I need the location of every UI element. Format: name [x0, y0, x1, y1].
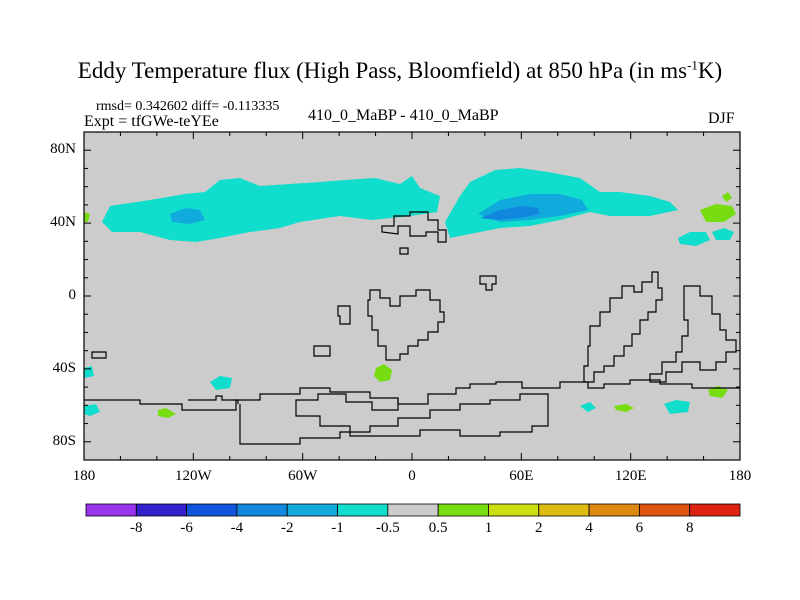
contour-region-north-atlantic [102, 176, 440, 242]
colorbar-swatch [689, 503, 741, 517]
coast-south-america-west [337, 305, 351, 325]
colorbar-swatch [538, 503, 590, 517]
colorbar-label: 1 [484, 520, 493, 536]
colorbar-swatch [85, 503, 137, 517]
y-tick-label: 40S [52, 359, 76, 376]
comparison-label: 410_0_MaBP - 410_0_MaBP [308, 107, 499, 124]
x-tick-label: 120W [174, 468, 212, 484]
contour-region-pos-northwest [84, 212, 90, 222]
x-tick-label: 60E [509, 468, 534, 484]
contour-region-south-ocean-east [664, 400, 690, 414]
contour-region-pacific-core-inner [480, 206, 540, 220]
positive-flux-regions [84, 192, 736, 418]
colorbar-label: 6 [635, 520, 644, 536]
colorbar-swatch [236, 503, 288, 517]
axis-ticks [83, 132, 741, 460]
coast-antarctica [84, 379, 740, 411]
coast-antarctica-islands [188, 395, 239, 404]
x-tick-label: 180 [728, 468, 752, 484]
colorbar-label: -4 [230, 520, 244, 536]
x-tick-label: 180 [72, 468, 96, 484]
colorbar-label: -1 [331, 520, 344, 536]
contour-region-pos-south-indian-b [708, 386, 728, 398]
y-tick-label: 80N [50, 141, 76, 158]
coast-island-b [479, 275, 497, 291]
colorbar-swatch [387, 503, 439, 517]
colorbar-label: -6 [180, 520, 193, 536]
contour-region-pos-south-atlantic [374, 364, 392, 382]
colorbar-label: 4 [585, 520, 593, 536]
coast-africa [367, 289, 445, 361]
colorbar-swatch [588, 503, 640, 517]
y-tick-label: 40N [50, 214, 76, 231]
contour-region-pos-south-pacific [158, 408, 176, 418]
colorbar [85, 503, 741, 517]
coast-new-zealand [649, 285, 737, 383]
coast-australia [583, 271, 663, 383]
chart-title: Eddy Temperature flux (High Pass, Bloomf… [77, 57, 723, 83]
y-tick-label: 80S [52, 432, 76, 449]
coast-island-a [399, 247, 409, 255]
contour-region-pos-south-indian-a [614, 404, 634, 412]
colorbar-label: 2 [535, 520, 543, 536]
stats-label: rmsd= 0.342602 diff= -0.113335 [96, 99, 280, 114]
colorbar-label: -2 [280, 520, 294, 536]
colorbar-label: 0.5 [428, 520, 448, 536]
continent-outlines [84, 211, 740, 445]
colorbar-swatch [286, 503, 338, 517]
contour-region-pos-northeast-small [722, 192, 732, 202]
contour-region-pos-northeast [700, 204, 736, 222]
contour-region-south-pacific-a [210, 376, 232, 390]
coast-small-patch-west [91, 351, 107, 359]
coast-south-america-fragment [313, 345, 331, 357]
contour-region-north-pacific-east [678, 232, 710, 246]
contour-region-north-east-patch [712, 228, 734, 240]
colorbar-swatch [437, 503, 489, 517]
coast-eurasia-west [381, 211, 447, 243]
colorbar-label: -8 [130, 520, 143, 536]
experiment-label: Expt = tfGWe-teYEe [84, 113, 219, 130]
coast-antarctica-inner [239, 393, 549, 445]
colorbar-swatch [186, 503, 238, 517]
colorbar-swatch [135, 503, 188, 517]
contour-region-south-pacific-b [84, 404, 100, 416]
colorbar-label: 8 [685, 520, 694, 536]
y-tick-label: 0 [68, 287, 77, 303]
colorbar-label: -0.5 [375, 520, 400, 536]
colorbar-swatch [488, 503, 540, 517]
season-label: DJF [708, 110, 735, 127]
negative-flux-regions [84, 168, 734, 416]
x-tick-label: 120E [614, 468, 647, 484]
x-tick-label: 60W [288, 468, 318, 484]
colorbar-swatch [337, 503, 389, 517]
contour-region-south-ocean-mid [580, 402, 596, 412]
contour-region-atlantic-core [170, 208, 205, 224]
x-tick-label: 0 [408, 468, 416, 484]
colorbar-swatch [638, 503, 691, 517]
